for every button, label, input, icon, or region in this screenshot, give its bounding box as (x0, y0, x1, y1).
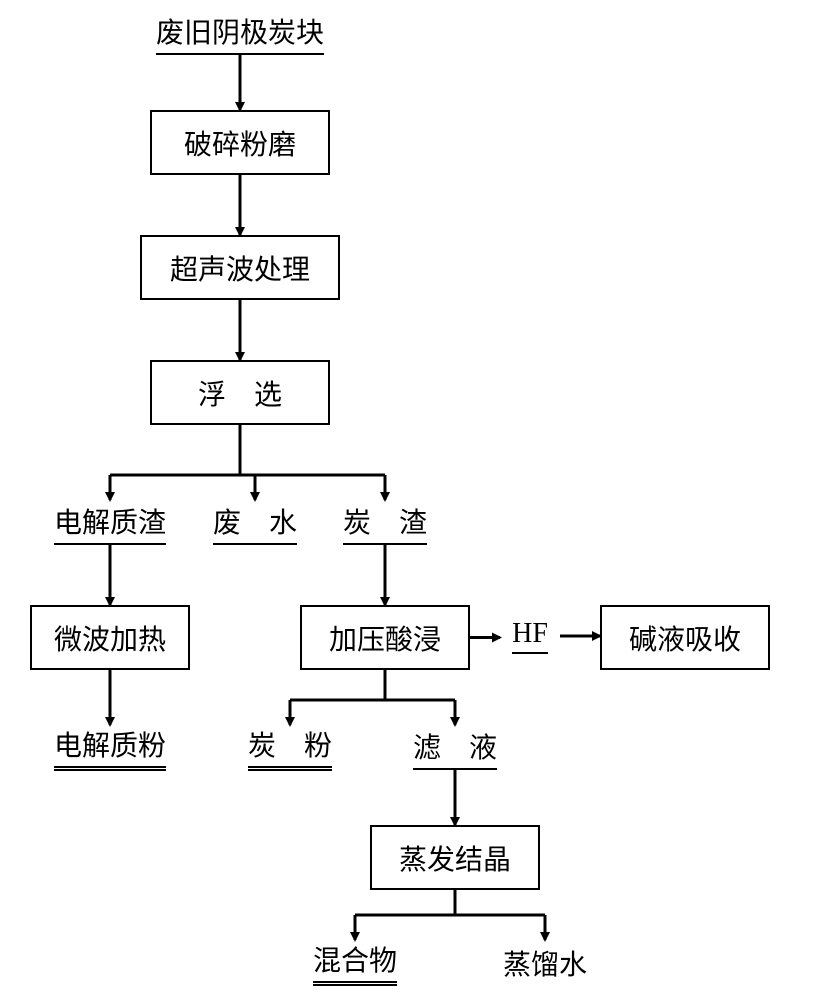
node-n_eslag: 电解质渣 (40, 500, 180, 545)
node-label: 浮 选 (198, 373, 282, 413)
node-n_start: 废旧阴极炭块 (135, 10, 345, 55)
node-n_cslag: 炭 渣 (330, 500, 440, 545)
node-label: 破碎粉磨 (184, 123, 296, 163)
node-label: 滤 液 (413, 726, 497, 770)
node-label: 超声波处理 (170, 248, 310, 288)
node-label: 碱液吸收 (629, 618, 741, 658)
node-n_waste: 废 水 (200, 500, 310, 545)
node-label: 炭 渣 (343, 501, 427, 545)
node-n_filt: 滤 液 (400, 725, 510, 770)
node-label: 蒸馏水 (503, 943, 587, 983)
node-n_acid: 加压酸浸 (300, 605, 470, 670)
node-label: 电解质粉 (54, 724, 166, 771)
node-n_cpowder: 炭 粉 (235, 725, 345, 770)
node-n_evap: 蒸发结晶 (370, 825, 540, 890)
node-label: 炭 粉 (248, 724, 332, 771)
node-label: 微波加热 (54, 618, 166, 658)
node-n_alkali: 碱液吸收 (600, 605, 770, 670)
node-n_float: 浮 选 (150, 360, 330, 425)
node-n_epowder: 电解质粉 (40, 725, 180, 770)
node-label: 废 水 (213, 501, 297, 545)
node-n_crush: 破碎粉磨 (150, 110, 330, 175)
node-label: 加压酸浸 (329, 618, 441, 658)
node-n_ultra: 超声波处理 (140, 235, 340, 300)
node-n_mix: 混合物 (300, 940, 410, 985)
node-n_dist: 蒸馏水 (490, 940, 600, 985)
node-label: 废旧阴极炭块 (156, 11, 324, 55)
node-label: 电解质渣 (54, 501, 166, 545)
node-label: 混合物 (313, 939, 397, 986)
flowchart-canvas: 废旧阴极炭块破碎粉磨超声波处理浮 选电解质渣 废 水 炭 渣微波加热 加压酸浸 HF 碱液… (0, 0, 823, 1000)
node-n_micro: 微波加热 (30, 605, 190, 670)
node-label: HF (512, 618, 548, 654)
node-n_hf: HF (500, 616, 560, 656)
node-label: 蒸发结晶 (399, 838, 511, 878)
